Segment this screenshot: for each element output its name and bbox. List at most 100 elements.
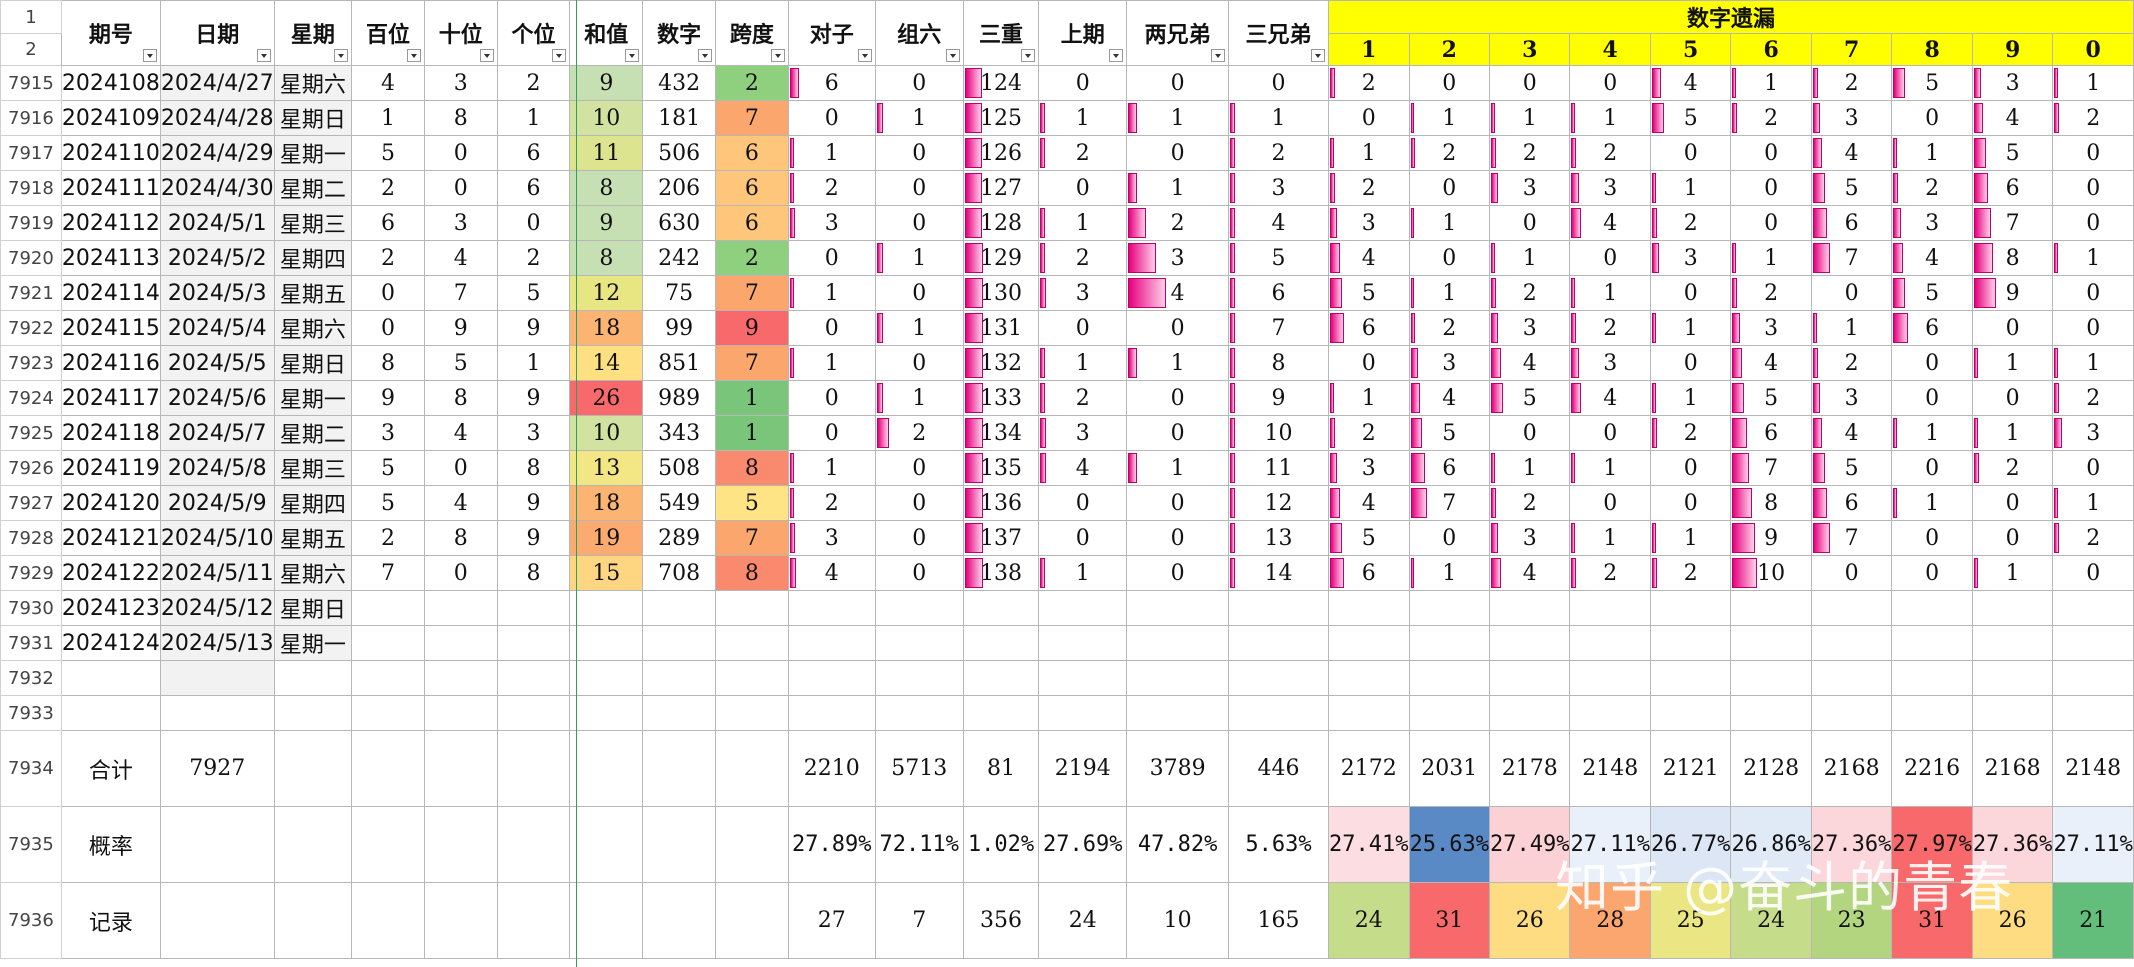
missing-cell[interactable]: 6 <box>1891 310 1973 346</box>
empty-cell[interactable] <box>1891 590 1973 626</box>
week-cell[interactable]: 星期六 <box>273 555 353 591</box>
missing-cell[interactable]: 2 <box>1971 450 2054 486</box>
totals-missing[interactable]: 2168 <box>1971 730 2054 807</box>
empty-cell[interactable] <box>351 625 425 661</box>
two-brothers-cell[interactable]: 0 <box>1126 380 1229 416</box>
number-cell[interactable]: 289 <box>642 520 716 556</box>
date-cell[interactable]: 2024/5/7 <box>159 415 275 451</box>
span-cell[interactable]: 5 <box>714 485 789 521</box>
missing-cell[interactable]: 10 <box>1730 555 1812 591</box>
missing-cell[interactable]: 0 <box>1408 240 1490 276</box>
missing-cell[interactable]: 1 <box>1891 415 1973 451</box>
issue-cell[interactable]: 2024110 <box>60 135 161 171</box>
empty-cell[interactable] <box>1810 590 1893 626</box>
probability-missing[interactable]: 26.86% <box>1730 806 1812 883</box>
issue-cell[interactable]: 2024119 <box>60 450 161 486</box>
hundreds-cell[interactable]: 0 <box>351 310 425 346</box>
missing-cell[interactable]: 7 <box>1810 520 1893 556</box>
missing-cell[interactable]: 1 <box>1408 275 1490 311</box>
three-brothers-cell[interactable]: 11 <box>1227 450 1330 486</box>
span-cell[interactable]: 2 <box>714 240 789 276</box>
missing-cell[interactable]: 6 <box>1810 205 1893 241</box>
record-missing[interactable]: 26 <box>1971 882 2054 959</box>
hundreds-cell[interactable]: 4 <box>351 65 425 101</box>
week-cell[interactable]: 星期五 <box>273 520 353 556</box>
missing-cell[interactable]: 0 <box>1730 170 1812 206</box>
week-cell[interactable]: 星期二 <box>273 170 353 206</box>
probability-value[interactable]: 47.82% <box>1126 806 1229 883</box>
empty-cell[interactable] <box>1569 695 1651 731</box>
record-missing[interactable]: 26 <box>1488 882 1571 959</box>
two-brothers-cell[interactable]: 1 <box>1126 450 1229 486</box>
last-cell[interactable]: 0 <box>1038 310 1128 346</box>
empty-cell[interactable] <box>496 660 571 696</box>
last-cell[interactable]: 1 <box>1038 555 1128 591</box>
span-cell[interactable]: 7 <box>714 520 789 556</box>
probability-value[interactable]: 5.63% <box>1227 806 1330 883</box>
missing-cell[interactable]: 5 <box>1408 415 1490 451</box>
totals-value[interactable]: 2210 <box>787 730 876 807</box>
missing-cell[interactable]: 1 <box>1730 65 1812 101</box>
filter-dropdown-icon[interactable] <box>142 49 157 62</box>
row-number[interactable]: 7930 <box>0 590 62 626</box>
filter-dropdown-icon[interactable] <box>1021 49 1036 62</box>
missing-cell[interactable]: 0 <box>1971 310 2054 346</box>
triple-cell[interactable]: 137 <box>962 520 1040 556</box>
last-cell[interactable]: 0 <box>1038 170 1128 206</box>
date-cell[interactable]: 2024/5/5 <box>159 345 275 381</box>
empty-cell[interactable] <box>60 695 161 731</box>
pair-cell[interactable]: 0 <box>787 310 876 346</box>
empty-cell[interactable] <box>351 660 425 696</box>
header-hundreds[interactable]: 百位 <box>351 0 425 66</box>
two-brothers-cell[interactable]: 0 <box>1126 555 1229 591</box>
tens-cell[interactable]: 4 <box>423 485 498 521</box>
group6-cell[interactable]: 0 <box>874 485 964 521</box>
header-digit-8[interactable]: 8 <box>1891 33 1973 66</box>
two-brothers-cell[interactable]: 0 <box>1126 485 1229 521</box>
missing-cell[interactable]: 2 <box>1649 555 1732 591</box>
units-cell[interactable]: 1 <box>496 100 571 136</box>
missing-cell[interactable]: 0 <box>1408 520 1490 556</box>
empty-cell[interactable] <box>569 882 644 959</box>
group6-cell[interactable]: 1 <box>874 100 964 136</box>
probability-label[interactable]: 概率 <box>60 806 161 883</box>
row-number[interactable]: 7915 <box>0 65 62 101</box>
row-number[interactable]: 7923 <box>0 345 62 381</box>
empty-cell[interactable] <box>962 590 1040 626</box>
group6-cell[interactable]: 0 <box>874 170 964 206</box>
totals-missing[interactable]: 2148 <box>2052 730 2134 807</box>
group6-cell[interactable]: 0 <box>874 555 964 591</box>
missing-cell[interactable]: 1 <box>1408 555 1490 591</box>
empty-cell[interactable] <box>1126 590 1229 626</box>
issue-cell[interactable]: 2024123 <box>60 590 161 626</box>
missing-cell[interactable]: 4 <box>1488 345 1571 381</box>
units-cell[interactable]: 2 <box>496 65 571 101</box>
empty-cell[interactable] <box>1488 590 1571 626</box>
missing-cell[interactable]: 1 <box>2052 65 2134 101</box>
empty-cell[interactable] <box>1891 625 1973 661</box>
row-number[interactable]: 2 <box>0 33 62 66</box>
empty-cell[interactable] <box>569 625 644 661</box>
missing-cell[interactable]: 0 <box>1408 170 1490 206</box>
two-brothers-cell[interactable]: 1 <box>1126 170 1229 206</box>
empty-cell[interactable] <box>1488 660 1571 696</box>
empty-cell[interactable] <box>496 590 571 626</box>
span-cell[interactable]: 9 <box>714 310 789 346</box>
missing-cell[interactable]: 6 <box>1810 485 1893 521</box>
week-cell[interactable]: 星期一 <box>273 135 353 171</box>
three-brothers-cell[interactable]: 7 <box>1227 310 1330 346</box>
empty-cell[interactable] <box>1730 625 1812 661</box>
tens-cell[interactable]: 9 <box>423 310 498 346</box>
empty-cell[interactable] <box>714 806 789 883</box>
two-brothers-cell[interactable]: 0 <box>1126 310 1229 346</box>
row-number[interactable]: 7918 <box>0 170 62 206</box>
missing-cell[interactable]: 1 <box>1488 240 1571 276</box>
header-digit-0[interactable]: 0 <box>2052 33 2134 66</box>
hundreds-cell[interactable]: 3 <box>351 415 425 451</box>
missing-cell[interactable]: 0 <box>1891 450 1973 486</box>
missing-cell[interactable]: 3 <box>1408 345 1490 381</box>
empty-cell[interactable] <box>1649 660 1732 696</box>
row-number[interactable]: 7919 <box>0 205 62 241</box>
header-sum[interactable]: 和值 <box>569 0 644 66</box>
group6-cell[interactable]: 0 <box>874 65 964 101</box>
